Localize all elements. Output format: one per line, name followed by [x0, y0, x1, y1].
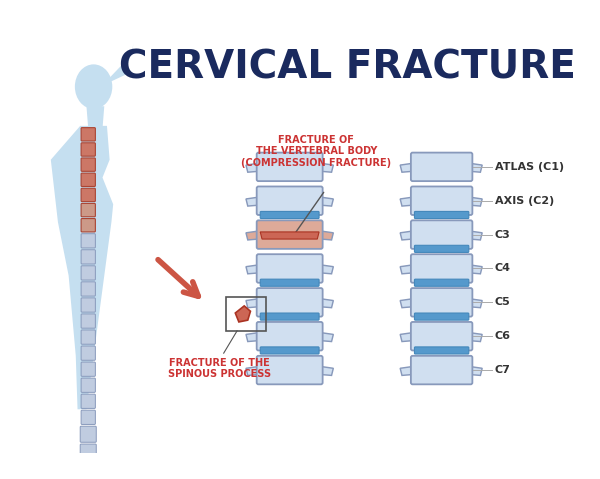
- Text: C7: C7: [494, 365, 511, 375]
- FancyBboxPatch shape: [81, 346, 95, 360]
- Text: C5: C5: [494, 297, 511, 308]
- Polygon shape: [400, 231, 413, 240]
- Polygon shape: [321, 163, 334, 172]
- FancyBboxPatch shape: [411, 254, 472, 283]
- Polygon shape: [246, 197, 259, 206]
- FancyBboxPatch shape: [81, 218, 95, 232]
- Polygon shape: [321, 231, 334, 240]
- FancyBboxPatch shape: [81, 378, 95, 392]
- Polygon shape: [321, 197, 334, 206]
- Text: C6: C6: [494, 331, 511, 341]
- Polygon shape: [321, 265, 334, 274]
- Polygon shape: [246, 163, 259, 172]
- FancyBboxPatch shape: [411, 322, 472, 351]
- FancyBboxPatch shape: [415, 313, 469, 320]
- FancyBboxPatch shape: [81, 298, 95, 312]
- Polygon shape: [470, 299, 482, 308]
- FancyBboxPatch shape: [415, 211, 469, 218]
- FancyBboxPatch shape: [81, 362, 95, 376]
- FancyBboxPatch shape: [411, 186, 472, 215]
- FancyBboxPatch shape: [260, 313, 319, 320]
- Polygon shape: [400, 366, 413, 376]
- FancyBboxPatch shape: [81, 410, 95, 424]
- FancyBboxPatch shape: [411, 220, 472, 249]
- FancyBboxPatch shape: [80, 426, 96, 442]
- Polygon shape: [400, 332, 413, 342]
- Polygon shape: [260, 232, 319, 239]
- FancyBboxPatch shape: [81, 394, 95, 409]
- Text: C3: C3: [494, 229, 511, 240]
- Text: AXIS (C2): AXIS (C2): [494, 196, 554, 205]
- FancyBboxPatch shape: [260, 211, 319, 218]
- FancyBboxPatch shape: [81, 250, 95, 264]
- FancyBboxPatch shape: [81, 158, 95, 171]
- Polygon shape: [470, 332, 482, 342]
- FancyBboxPatch shape: [411, 153, 472, 181]
- FancyBboxPatch shape: [81, 204, 95, 217]
- FancyBboxPatch shape: [80, 462, 96, 478]
- FancyBboxPatch shape: [81, 266, 95, 280]
- Polygon shape: [321, 332, 334, 342]
- Polygon shape: [110, 44, 134, 81]
- Text: FRACTURE OF THE
SPINOUS PROCESS: FRACTURE OF THE SPINOUS PROCESS: [167, 358, 271, 379]
- FancyArrowPatch shape: [158, 260, 199, 297]
- FancyBboxPatch shape: [415, 245, 469, 252]
- FancyBboxPatch shape: [81, 330, 95, 344]
- FancyBboxPatch shape: [81, 282, 95, 296]
- Polygon shape: [400, 197, 413, 206]
- FancyBboxPatch shape: [260, 279, 319, 286]
- FancyBboxPatch shape: [415, 279, 469, 286]
- FancyBboxPatch shape: [411, 288, 472, 317]
- FancyBboxPatch shape: [257, 322, 323, 351]
- Polygon shape: [246, 332, 259, 342]
- Polygon shape: [235, 306, 250, 322]
- Polygon shape: [400, 299, 413, 308]
- Polygon shape: [321, 299, 334, 308]
- FancyBboxPatch shape: [80, 444, 96, 460]
- FancyBboxPatch shape: [81, 127, 95, 141]
- FancyBboxPatch shape: [81, 173, 95, 186]
- Text: ATLAS (C1): ATLAS (C1): [494, 162, 564, 172]
- FancyBboxPatch shape: [81, 143, 95, 156]
- Polygon shape: [51, 126, 113, 409]
- FancyBboxPatch shape: [257, 356, 323, 384]
- FancyBboxPatch shape: [257, 220, 323, 249]
- Polygon shape: [246, 265, 259, 274]
- Ellipse shape: [75, 64, 112, 109]
- Polygon shape: [400, 265, 413, 274]
- Polygon shape: [470, 366, 482, 376]
- FancyBboxPatch shape: [257, 153, 323, 181]
- Text: CERVICAL FRACTURE: CERVICAL FRACTURE: [119, 48, 576, 86]
- Polygon shape: [246, 366, 259, 376]
- Polygon shape: [246, 231, 259, 240]
- FancyBboxPatch shape: [81, 314, 95, 328]
- Text: FRACTURE OF
THE VERTEBRAL BODY
(COMPRESSION FRACTURE): FRACTURE OF THE VERTEBRAL BODY (COMPRESS…: [241, 135, 391, 168]
- Polygon shape: [321, 366, 334, 376]
- FancyBboxPatch shape: [415, 347, 469, 354]
- Bar: [226, 297, 266, 331]
- FancyBboxPatch shape: [257, 288, 323, 317]
- FancyBboxPatch shape: [81, 188, 95, 202]
- FancyBboxPatch shape: [257, 186, 323, 215]
- Polygon shape: [470, 265, 482, 274]
- Polygon shape: [86, 106, 104, 128]
- Polygon shape: [400, 163, 413, 172]
- FancyBboxPatch shape: [257, 254, 323, 283]
- FancyBboxPatch shape: [411, 356, 472, 384]
- Text: C4: C4: [494, 263, 511, 274]
- FancyBboxPatch shape: [81, 234, 95, 248]
- Polygon shape: [470, 163, 482, 172]
- Polygon shape: [470, 231, 482, 240]
- Polygon shape: [246, 299, 259, 308]
- FancyBboxPatch shape: [260, 347, 319, 354]
- Polygon shape: [470, 197, 482, 206]
